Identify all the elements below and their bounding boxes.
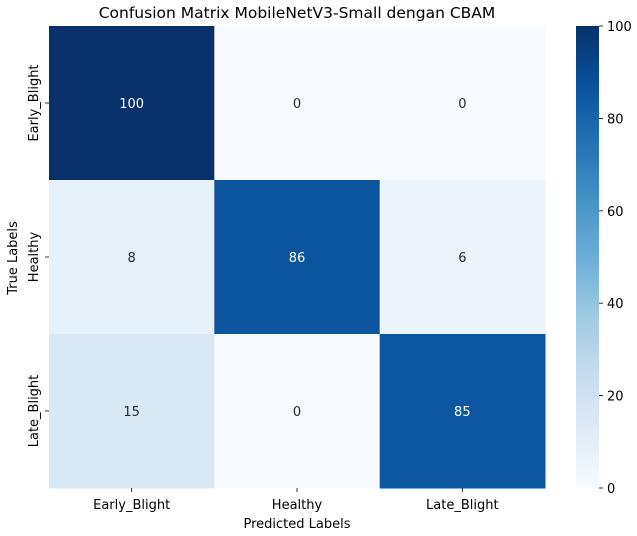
cell-value-label: 8 bbox=[128, 251, 136, 266]
heatmap-cell bbox=[379, 180, 546, 335]
heatmap-cell bbox=[49, 334, 215, 489]
cell-value-label: 6 bbox=[458, 251, 466, 266]
x-tick-label: Healthy bbox=[272, 498, 323, 513]
y-axis-label: True Labels bbox=[6, 221, 21, 296]
colorbar-tick-label: 100 bbox=[607, 20, 632, 35]
x-tick-label: Early_Blight bbox=[93, 498, 170, 513]
colorbar-tick-label: 80 bbox=[607, 112, 624, 127]
chart-title: Confusion Matrix MobileNetV3-Small denga… bbox=[99, 4, 496, 22]
cell-value-label: 85 bbox=[454, 405, 471, 420]
x-axis-label: Predicted Labels bbox=[243, 517, 350, 532]
y-tick-label: Early_Blight bbox=[27, 64, 42, 141]
colorbar-tick-label: 20 bbox=[607, 390, 624, 405]
x-tick-label: Late_Blight bbox=[426, 498, 499, 513]
heatmap-cell bbox=[214, 180, 381, 335]
heatmap-cell bbox=[49, 180, 215, 335]
heatmap-cell bbox=[379, 334, 546, 489]
cell-value-label: 0 bbox=[293, 405, 301, 420]
cell-value-label: 100 bbox=[119, 97, 144, 112]
cell-value-label: 0 bbox=[293, 97, 301, 112]
y-tick-label: Healthy bbox=[27, 232, 42, 283]
colorbar-ticks: 0 20 40 60 80 100 bbox=[599, 20, 632, 497]
heatmap-cell bbox=[49, 26, 215, 181]
y-tick-label: Late_Blight bbox=[27, 375, 42, 448]
y-tick-labels: Early_Blight Healthy Late_Blight bbox=[27, 64, 49, 447]
heatmap-cell bbox=[214, 334, 381, 489]
cell-value-label: 0 bbox=[458, 97, 466, 112]
heatmap-cell bbox=[379, 26, 546, 181]
colorbar-tick-label: 0 bbox=[607, 482, 615, 497]
heatmap-cell bbox=[214, 26, 381, 181]
colorbar-tick-label: 40 bbox=[607, 297, 624, 312]
colorbar-tick-label: 60 bbox=[607, 205, 624, 220]
x-tick-labels: Early_Blight Healthy Late_Blight bbox=[93, 488, 499, 513]
cell-value-label: 15 bbox=[123, 405, 140, 420]
colorbar bbox=[576, 26, 599, 488]
cell-value-label: 86 bbox=[289, 251, 306, 266]
heatmap-grid: 100 0 0 8 86 6 15 0 85 bbox=[49, 26, 546, 489]
